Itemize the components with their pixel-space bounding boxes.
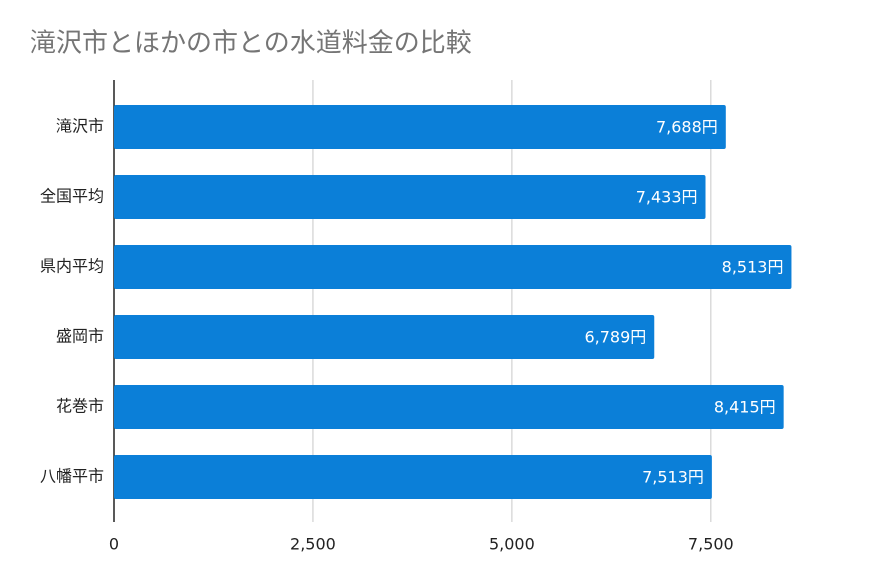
bar — [114, 385, 784, 429]
y-tick-label: 八幡平市 — [40, 467, 104, 486]
x-tick-label: 7,500 — [688, 535, 734, 554]
x-tick-label: 5,000 — [489, 535, 535, 554]
x-tick-label: 2,500 — [290, 535, 336, 554]
y-tick-label: 全国平均 — [40, 187, 104, 206]
chart-title: 滝沢市とほかの市との水道料金の比較 — [30, 29, 472, 59]
value-label: 7,688円 — [656, 118, 718, 137]
y-tick-label: 県内平均 — [40, 257, 104, 276]
y-tick-label: 滝沢市 — [56, 117, 104, 136]
value-label: 7,513円 — [642, 468, 704, 487]
bar — [114, 315, 655, 359]
y-tick-label: 盛岡市 — [56, 327, 104, 346]
value-label: 8,415円 — [714, 398, 776, 417]
bar — [114, 105, 726, 149]
bar — [114, 245, 792, 289]
y-tick-label: 花巻市 — [56, 397, 104, 416]
x-tick-label: 0 — [109, 535, 119, 554]
value-label: 7,433円 — [636, 188, 698, 207]
value-label: 8,513円 — [722, 258, 784, 277]
bar — [114, 455, 712, 499]
value-label: 6,789円 — [584, 328, 646, 347]
bar — [114, 175, 706, 219]
